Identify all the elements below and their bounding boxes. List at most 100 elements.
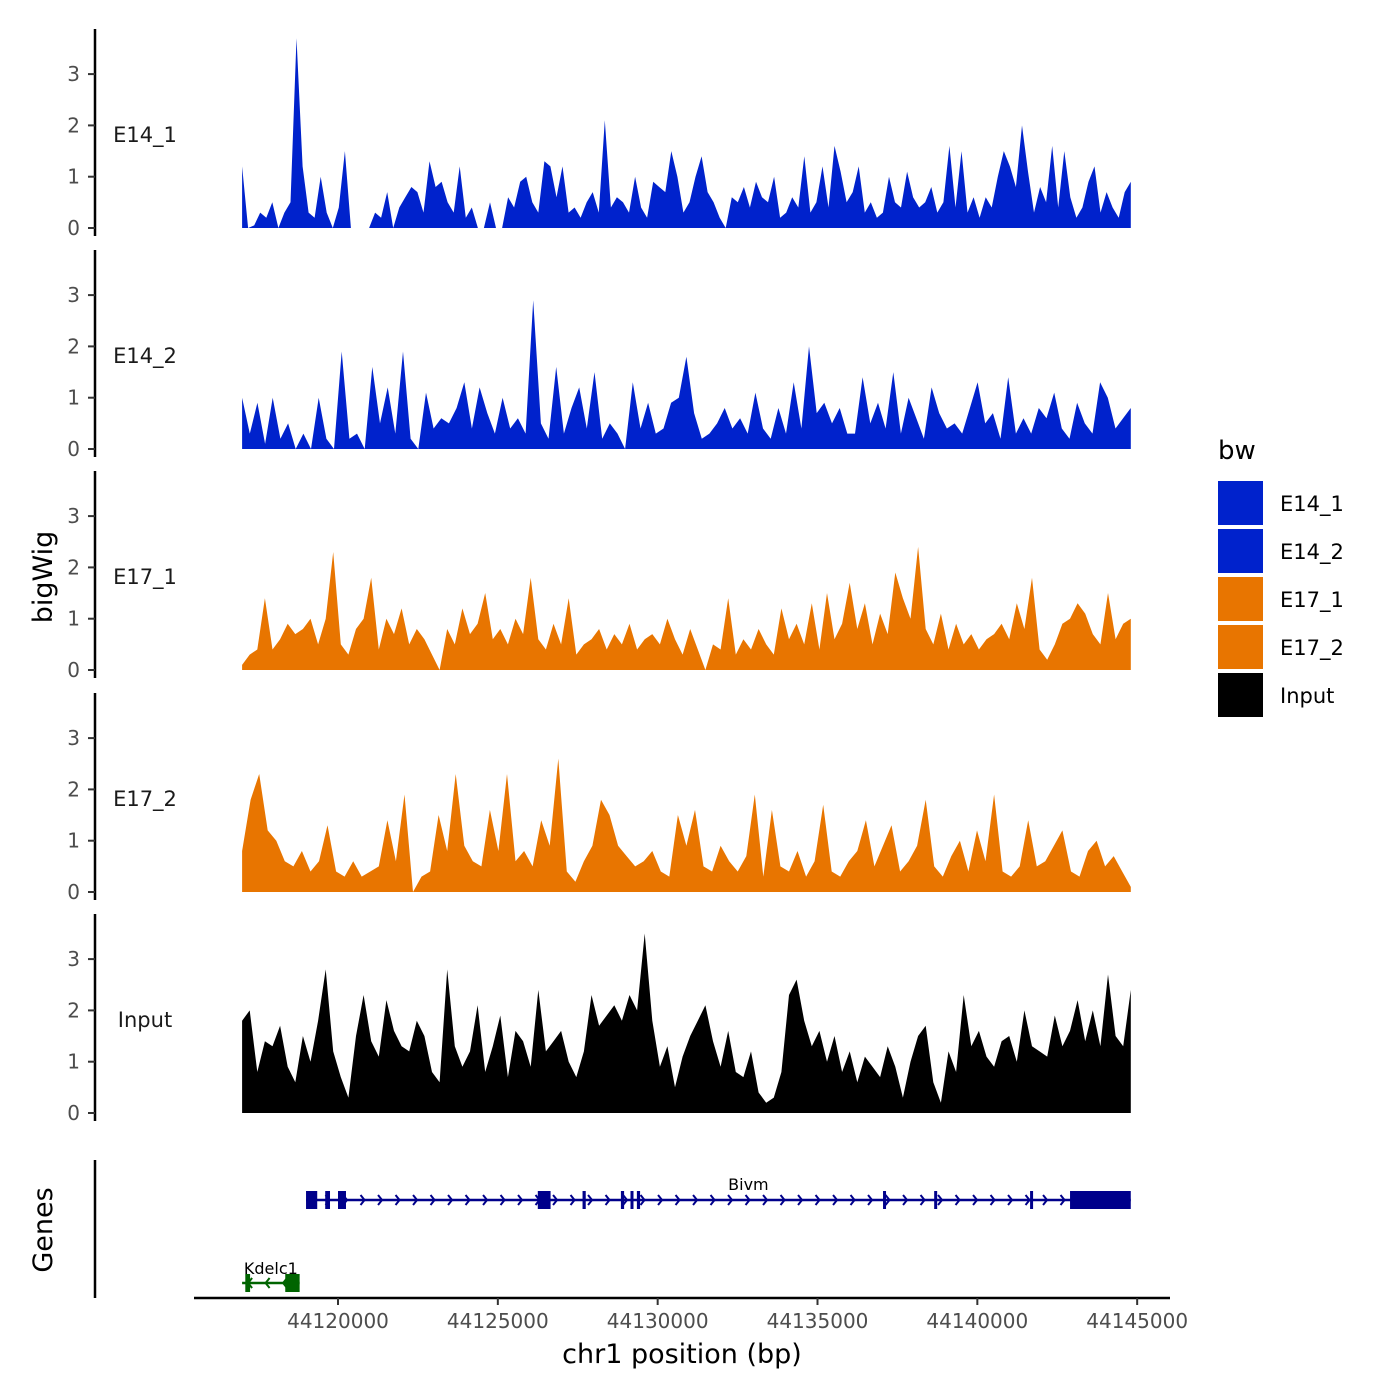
panel-label: Input: [118, 1008, 172, 1032]
strand-arrow: [569, 1194, 576, 1206]
exon: [285, 1274, 300, 1292]
legend-swatch: [1218, 673, 1263, 717]
strand-arrow: [264, 1277, 271, 1289]
track-E14_1: 0 1 2 3 E14_1: [67, 29, 1131, 240]
strand-arrow: [1059, 1194, 1066, 1206]
exon: [1070, 1191, 1131, 1209]
legend-item: E14_1: [1218, 481, 1344, 525]
exon: [636, 1191, 641, 1209]
strand-arrow: [937, 1194, 944, 1206]
y-tick-label: 2: [67, 777, 80, 801]
exon: [883, 1191, 887, 1209]
exon: [245, 1274, 251, 1292]
exon: [537, 1191, 551, 1209]
panel-label: E14_1: [113, 123, 177, 148]
exon: [620, 1191, 625, 1209]
x-tick-label: 44145000: [1086, 1309, 1188, 1333]
x-tick-label: 44130000: [607, 1309, 709, 1333]
x-axis: 44120000 44125000 44130000 44135000 44140000…: [194, 1296, 1188, 1333]
gene-label: Kdelc1: [244, 1259, 298, 1278]
strand-arrow: [1042, 1194, 1049, 1206]
legend-label: E14_1: [1280, 492, 1344, 517]
strand-arrow: [989, 1194, 996, 1206]
strand-arrow: [499, 1194, 506, 1206]
legend-label: E17_1: [1280, 588, 1344, 613]
strand-arrow: [954, 1194, 961, 1206]
y-tick-label: 3: [67, 283, 80, 307]
y-tick-label: 2: [67, 555, 80, 579]
coverage-area: [242, 300, 1131, 449]
x-axis-title: chr1 position (bp): [562, 1339, 802, 1370]
strand-arrow: [639, 1194, 646, 1206]
strand-arrow: [867, 1194, 874, 1206]
strand-arrow: [447, 1194, 454, 1206]
strand-arrow: [359, 1194, 366, 1206]
genes-panel: Bivm Kdelc1: [93, 1160, 1131, 1298]
legend-swatch: [1218, 529, 1263, 573]
strand-arrow: [394, 1194, 401, 1206]
coverage-area: [242, 758, 1131, 892]
exon: [325, 1191, 331, 1209]
y-tick-label: 1: [67, 386, 80, 410]
exon: [630, 1191, 634, 1209]
strand-arrow: [1007, 1194, 1014, 1206]
strand-arrow: [832, 1194, 839, 1206]
legend: bw E14_1 E14_2 E17_1 E17_2 Input: [1218, 436, 1344, 717]
strand-arrow: [377, 1194, 384, 1206]
y-tick-label: 0: [67, 437, 80, 461]
y-tick-label: 2: [67, 113, 80, 137]
legend-item: E17_1: [1218, 577, 1344, 621]
legend-label: E17_2: [1280, 636, 1344, 661]
strand-arrow: [1024, 1194, 1031, 1206]
strand-arrow: [797, 1194, 804, 1206]
strand-arrow: [657, 1194, 664, 1206]
exon: [582, 1191, 586, 1209]
track-E17_2: 0 1 2 3 E17_2: [67, 693, 1131, 904]
y-tick-label: 0: [67, 880, 80, 904]
strand-arrow: [674, 1194, 681, 1206]
strand-arrow: [622, 1194, 629, 1206]
y-axis-title: bigWig: [28, 531, 59, 624]
exon: [1030, 1191, 1034, 1209]
legend-item: Input: [1218, 673, 1334, 717]
strand-arrow: [849, 1194, 856, 1206]
gene-Bivm: Bivm: [306, 1175, 1131, 1209]
strand-arrow: [604, 1194, 611, 1206]
y-tick-label: 3: [67, 726, 80, 750]
strand-arrow: [919, 1194, 926, 1206]
strand-arrow: [587, 1194, 594, 1206]
y-tick-label: 1: [67, 607, 80, 631]
strand-arrow: [517, 1194, 524, 1206]
y-tick-label: 1: [67, 165, 80, 189]
y-tick-label: 1: [67, 1050, 80, 1074]
strand-arrow: [814, 1194, 821, 1206]
exon: [306, 1191, 318, 1209]
y-tick-label: 0: [67, 1101, 80, 1125]
track-E14_2: 0 1 2 3 E14_2: [67, 250, 1131, 461]
strand-arrow: [709, 1194, 716, 1206]
coverage-area: [242, 38, 1131, 229]
y-tick-label: 0: [67, 658, 80, 682]
y-tick-label: 3: [67, 947, 80, 971]
coverage-area: [242, 933, 1131, 1113]
y-tick-label: 1: [67, 829, 80, 853]
legend-swatch: [1218, 625, 1263, 669]
strand-arrow: [902, 1194, 909, 1206]
exon: [338, 1191, 346, 1209]
strand-arrow: [762, 1194, 769, 1206]
x-tick-label: 44140000: [926, 1309, 1028, 1333]
strand-arrow: [972, 1194, 979, 1206]
legend-title: bw: [1218, 436, 1256, 466]
y-tick-label: 3: [67, 504, 80, 528]
x-tick-label: 44125000: [447, 1309, 549, 1333]
strand-arrow: [744, 1194, 751, 1206]
y-tick-label: 0: [67, 216, 80, 240]
strand-arrow: [727, 1194, 734, 1206]
x-tick-label: 44120000: [287, 1309, 389, 1333]
strand-arrow: [429, 1194, 436, 1206]
y-tick-label: 3: [67, 62, 80, 86]
legend-label: E14_2: [1280, 540, 1344, 565]
panel-label: E14_2: [113, 344, 177, 369]
strand-arrow: [412, 1194, 419, 1206]
